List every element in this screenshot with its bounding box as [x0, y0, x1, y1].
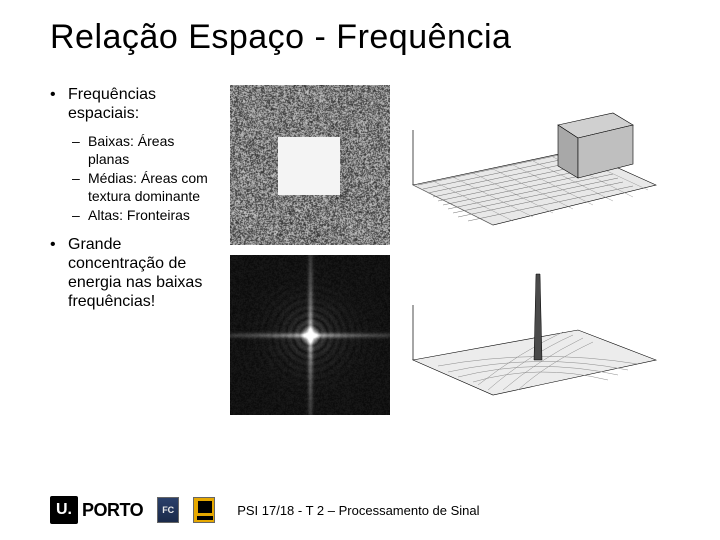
figures-grid: [230, 85, 670, 415]
footer-text: PSI 17/18 - T 2 – Processamento de Sinal: [237, 503, 479, 518]
figure-spatial-image: [230, 85, 390, 245]
sub-bullet-altas: – Altas: Fronteiras: [72, 207, 212, 225]
sub-bullet-text: Altas: Fronteiras: [88, 207, 190, 225]
page-title: Relação Espaço - Frequência: [50, 18, 670, 57]
bullet-dot-icon: •: [50, 235, 60, 312]
sub-bullet-baixas: – Baixas: Áreas planas: [72, 133, 212, 168]
footer: U. PORTO FC PSI 17/18 - T 2 – Processame…: [50, 496, 670, 524]
surface-spike-svg: [408, 260, 658, 410]
logo-feup: [193, 497, 215, 523]
bullet-text: Grande concentração de energia nas baixa…: [68, 235, 212, 312]
white-patch: [278, 137, 340, 195]
surface-block-svg: [408, 90, 658, 240]
logo-uporto: U. PORTO: [50, 496, 143, 524]
content-row: • Frequências espaciais: – Baixas: Áreas…: [50, 85, 670, 415]
text-column: • Frequências espaciais: – Baixas: Áreas…: [50, 85, 212, 415]
logo-fc: FC: [157, 497, 179, 523]
sub-bullet-medias: – Médias: Áreas com textura dominante: [72, 170, 212, 205]
bullet-concentracao: • Grande concentração de energia nas bai…: [50, 235, 212, 312]
dash-icon: –: [72, 133, 82, 168]
logo-u-box: U.: [50, 496, 78, 524]
figure-surface-spike: [408, 260, 658, 410]
logo-porto-text: PORTO: [82, 500, 143, 521]
bullet-text: Frequências espaciais:: [68, 85, 212, 123]
figure-surface-block: [408, 90, 658, 240]
slide: Relação Espaço - Frequência • Frequência…: [0, 0, 720, 540]
dash-icon: –: [72, 170, 82, 205]
sub-bullet-text: Baixas: Áreas planas: [88, 133, 212, 168]
sub-bullet-text: Médias: Áreas com textura dominante: [88, 170, 212, 205]
dash-icon: –: [72, 207, 82, 225]
fft-texture: [230, 255, 390, 415]
bullet-frequencias: • Frequências espaciais:: [50, 85, 212, 123]
bullet-dot-icon: •: [50, 85, 60, 123]
figure-fft: [230, 255, 390, 415]
